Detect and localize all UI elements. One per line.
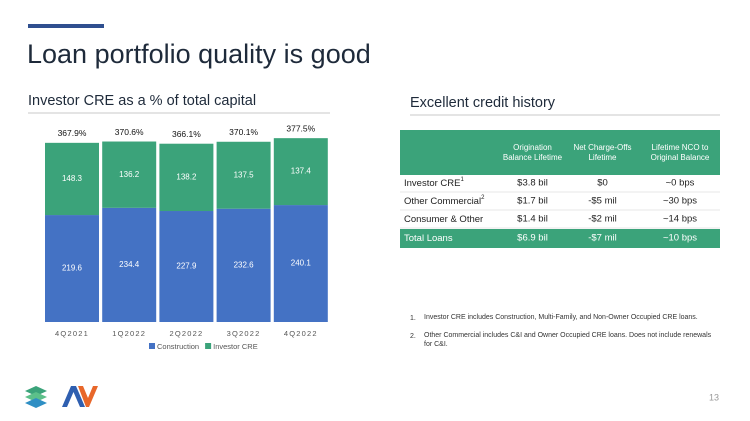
accent-bar xyxy=(28,24,104,28)
footnote-ref: 2 xyxy=(481,195,485,201)
legend-label: Investor CRE xyxy=(213,342,258,351)
header-text: Origination Balance Lifetime xyxy=(502,142,563,162)
total-label: 370.1% xyxy=(229,127,258,137)
bar-segment xyxy=(216,141,271,209)
table-cell: $3.8 bil xyxy=(517,178,548,189)
text-box: Investor CRE includes Construction, Mult… xyxy=(424,314,698,321)
x-tick-label: 1Q2022 xyxy=(112,329,146,338)
row-label-text: Investor CRE xyxy=(404,178,461,189)
table-cell: -$2 mil xyxy=(588,214,617,225)
footnote-marker: 1. xyxy=(410,315,416,322)
x-tick-label: 4Q2022 xyxy=(284,329,318,338)
right-subtitle: Excellent credit history xyxy=(410,95,556,111)
total-label: 370.6% xyxy=(115,127,144,137)
row-label: Other Commercial2 xyxy=(404,195,485,207)
data-label: 227.9 xyxy=(176,262,197,271)
data-label: 232.6 xyxy=(234,260,255,269)
text-box: Other Commercial includes C&I and Owner … xyxy=(424,332,712,349)
data-label: 219.6 xyxy=(62,264,83,273)
bar-segment xyxy=(45,142,99,216)
table-cell: ~0 bps xyxy=(666,178,695,189)
row-label: Investor CRE1 xyxy=(404,177,465,189)
bar-segment xyxy=(273,205,328,322)
bar-segment xyxy=(102,141,157,208)
bar-segment xyxy=(102,207,157,322)
data-label: 138.2 xyxy=(176,172,197,181)
bar-segment xyxy=(159,143,214,212)
bar-segment xyxy=(45,215,99,322)
table-cell: $0 xyxy=(597,178,608,189)
table-cell: -$7 mil xyxy=(588,233,617,244)
bar-segment xyxy=(216,208,271,322)
table-cell: ~30 bps xyxy=(663,196,697,207)
total-label: 377.5% xyxy=(286,123,315,133)
table-cell: -$5 mil xyxy=(588,196,617,207)
data-label: 240.1 xyxy=(291,259,312,268)
slide-title: Loan portfolio quality is good xyxy=(27,39,371,69)
row-label: Consumer & Other xyxy=(404,214,483,225)
text-box: Origination Balance Lifetime xyxy=(500,130,565,175)
text-box: Net Charge-Offs Lifetime xyxy=(565,130,640,175)
x-tick-label: 3Q2022 xyxy=(227,329,261,338)
total-row-bg xyxy=(400,229,720,248)
row-label: Total Loans xyxy=(404,233,453,244)
left-subtitle: Investor CRE as a % of total capital xyxy=(28,93,256,109)
x-tick-label: 4Q2021 xyxy=(55,329,89,338)
table-cell: ~14 bps xyxy=(663,214,697,225)
row-label-text: Consumer & Other xyxy=(404,214,483,225)
data-label: 137.5 xyxy=(234,170,255,179)
table-cell: ~10 bps xyxy=(663,233,697,244)
footnote-ref: 1 xyxy=(461,177,465,183)
row-label-text: Other Commercial xyxy=(404,196,481,207)
header-cell: Net Charge-Offs Lifetime xyxy=(565,130,640,175)
table-cell: $6.9 bil xyxy=(517,233,548,244)
data-label: 136.2 xyxy=(119,170,140,179)
row-label-text: Total Loans xyxy=(404,233,453,244)
page-number: 13 xyxy=(709,392,719,402)
table-cell: $1.7 bil xyxy=(517,196,548,207)
bar-segment xyxy=(159,211,214,322)
table-cell: $1.4 bil xyxy=(517,214,548,225)
header-text: Lifetime NCO to Original Balance xyxy=(650,142,710,162)
footnote-marker: 2. xyxy=(410,333,416,340)
table-header-bg xyxy=(400,130,720,175)
total-label: 366.1% xyxy=(172,129,201,139)
legend-label: Construction xyxy=(157,342,199,351)
header-cell: Lifetime NCO to Original Balance xyxy=(640,130,720,175)
text-box: Lifetime NCO to Original Balance xyxy=(640,130,720,175)
data-label: 137.4 xyxy=(291,167,312,176)
data-label: 148.3 xyxy=(62,174,83,183)
legend-swatch xyxy=(149,343,155,349)
header-cell: Origination Balance Lifetime xyxy=(500,130,565,175)
data-label: 234.4 xyxy=(119,260,140,269)
legend-swatch xyxy=(205,343,212,349)
x-tick-label: 2Q2022 xyxy=(169,329,203,338)
bar-segment xyxy=(273,138,328,206)
footnote-text: Investor CRE includes Construction, Mult… xyxy=(424,314,698,321)
logo xyxy=(25,386,98,408)
header-text: Net Charge-Offs Lifetime xyxy=(573,142,632,162)
total-label: 367.9% xyxy=(58,128,87,138)
footnote-text: Other Commercial includes C&I and Owner … xyxy=(424,332,712,349)
